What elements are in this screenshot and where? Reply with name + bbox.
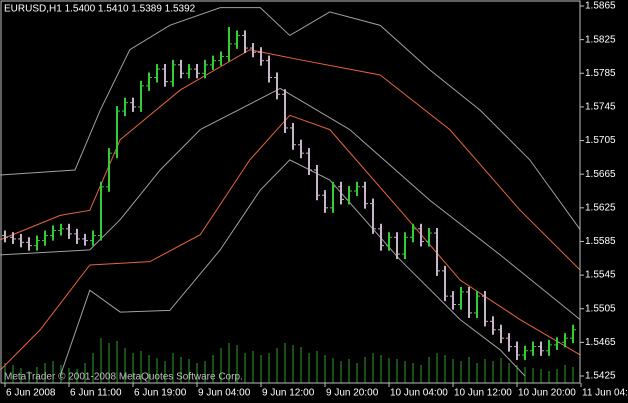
y-tick-label: 1.5465 <box>585 337 616 348</box>
y-tick-label: 1.5625 <box>585 202 616 213</box>
x-tick-label: 9 Jun 12:00 <box>262 388 315 399</box>
y-tick-label: 1.5865 <box>585 1 616 12</box>
x-tick-label: 10 Jun 20:00 <box>518 388 576 399</box>
x-tick-label: 10 Jun 04:00 <box>390 388 448 399</box>
y-tick-label: 1.5505 <box>585 303 616 314</box>
indicator-line <box>0 7 581 230</box>
watermark: MetaTrader © 2001-2008 MetaQuotes Softwa… <box>4 372 243 383</box>
axes-layer: 1.5865 1.5825 1.5785 1.5745 1.5705 1.5665 1.56… <box>4 1 628 399</box>
y-tick-label: 1.5425 <box>585 371 616 382</box>
y-tick-label: 1.5745 <box>585 102 616 113</box>
y-tick-label: 1.5665 <box>585 169 616 180</box>
indicator-line <box>59 159 526 377</box>
x-tick-label: 9 Jun 04:00 <box>198 388 251 399</box>
indicator-line <box>0 49 581 271</box>
x-tick-label: 6 Jun 2008 <box>6 388 56 399</box>
indicator-layer <box>0 7 581 377</box>
price-layer <box>2 27 576 361</box>
y-tick-label: 1.5785 <box>585 68 616 79</box>
x-tick-label: 6 Jun 11:00 <box>70 388 122 399</box>
indicator-line <box>0 114 581 371</box>
x-tick-label: 6 Jun 19:00 <box>134 388 187 399</box>
chart-title: EURUSD,H1 1.5400 1.5410 1.5389 1.5392 <box>4 4 196 15</box>
y-tick-label: 1.5585 <box>585 236 616 247</box>
x-tick-label: 11 Jun 04:00 <box>582 388 628 399</box>
indicator-line <box>0 87 581 321</box>
volume-layer <box>4 338 574 383</box>
x-tick-label: 10 Jun 12:00 <box>454 388 512 399</box>
y-tick-label: 1.5545 <box>585 270 616 281</box>
plot-frame <box>0 0 581 384</box>
y-tick-label: 1.5825 <box>585 34 616 45</box>
y-tick-label: 1.5705 <box>585 135 616 146</box>
x-tick-label: 9 Jun 20:00 <box>326 388 379 399</box>
